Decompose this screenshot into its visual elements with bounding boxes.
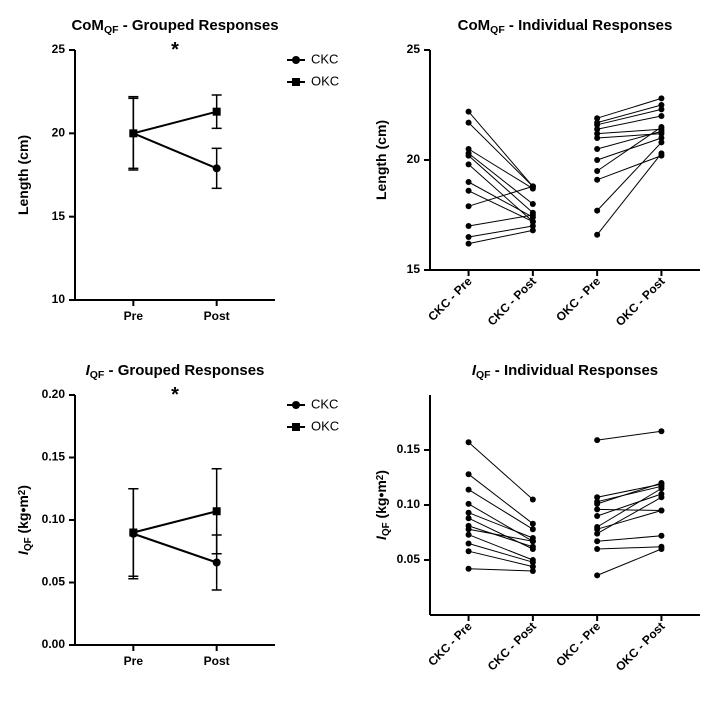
svg-text:OKC - Post: OKC - Post <box>613 274 668 329</box>
svg-text:0.10: 0.10 <box>42 512 66 526</box>
svg-text:0.10: 0.10 <box>397 497 421 511</box>
svg-text:Length (cm): Length (cm) <box>373 120 389 200</box>
svg-text:0.05: 0.05 <box>42 575 66 589</box>
svg-text:20: 20 <box>52 126 66 140</box>
svg-text:20: 20 <box>407 152 421 166</box>
svg-text:CKC - Pre: CKC - Pre <box>425 274 475 324</box>
svg-text:0.15: 0.15 <box>42 450 66 464</box>
svg-text:0.15: 0.15 <box>397 442 421 456</box>
svg-text:IQF (kg•m2): IQF (kg•m2) <box>373 470 392 540</box>
figure-grid: 10 15 20 25 Pre Post CoMQF - Grouped Responses… <box>10 10 696 695</box>
svg-text:15: 15 <box>407 262 421 276</box>
svg-text:Pre: Pre <box>124 654 144 668</box>
svg-text:Post: Post <box>204 309 230 323</box>
svg-text:IQF - Individual Responses: IQF - Individual Responses <box>472 362 658 381</box>
svg-text:OKC - Post: OKC - Post <box>613 619 668 674</box>
panel-top-left: 10 15 20 25 Pre Post CoMQF - Grouped Responses… <box>10 10 365 350</box>
panel-bottom-left: 0.00 0.05 0.10 0.15 0.20 Pre Post IQF - Grouped… <box>10 355 365 695</box>
svg-text:CKC - Post: CKC - Post <box>485 619 539 673</box>
svg-text:Post: Post <box>204 654 230 668</box>
svg-text:CKC: CKC <box>311 396 338 411</box>
svg-text:Length (cm): Length (cm) <box>15 135 31 215</box>
svg-text:0.05: 0.05 <box>397 552 421 566</box>
svg-text:10: 10 <box>52 292 66 306</box>
panel-bottom-right: 0.05 0.10 0.15 CKC - PreCKC - Post OKC - Pre… <box>370 355 706 695</box>
svg-text:CoMQF - Grouped Responses: CoMQF - Grouped Responses <box>71 17 278 36</box>
svg-text:OKC: OKC <box>311 73 339 88</box>
svg-text:IQF (kg•m2): IQF (kg•m2) <box>15 485 34 555</box>
svg-text:15: 15 <box>52 209 66 223</box>
svg-text:CKC - Post: CKC - Post <box>485 274 539 328</box>
panel-top-right: 15 20 25 CKC - PreCKC - Post OKC - PreOKC - … <box>370 10 706 350</box>
svg-text:25: 25 <box>52 42 66 56</box>
svg-text:*: * <box>171 384 179 406</box>
svg-text:OKC - Pre: OKC - Pre <box>553 619 603 669</box>
svg-text:OKC - Pre: OKC - Pre <box>553 274 603 324</box>
svg-text:0.00: 0.00 <box>42 637 66 651</box>
svg-text:OKC: OKC <box>311 418 339 433</box>
svg-text:IQF - Grouped Responses: IQF - Grouped Responses <box>86 362 265 381</box>
svg-text:0.20: 0.20 <box>42 387 66 401</box>
svg-text:CKC: CKC <box>311 51 338 66</box>
svg-text:CKC - Pre: CKC - Pre <box>425 619 475 669</box>
svg-text:25: 25 <box>407 42 421 56</box>
svg-text:Pre: Pre <box>124 309 144 323</box>
svg-text:*: * <box>171 39 179 61</box>
svg-text:CoMQF - Individual Responses: CoMQF - Individual Responses <box>458 17 673 36</box>
